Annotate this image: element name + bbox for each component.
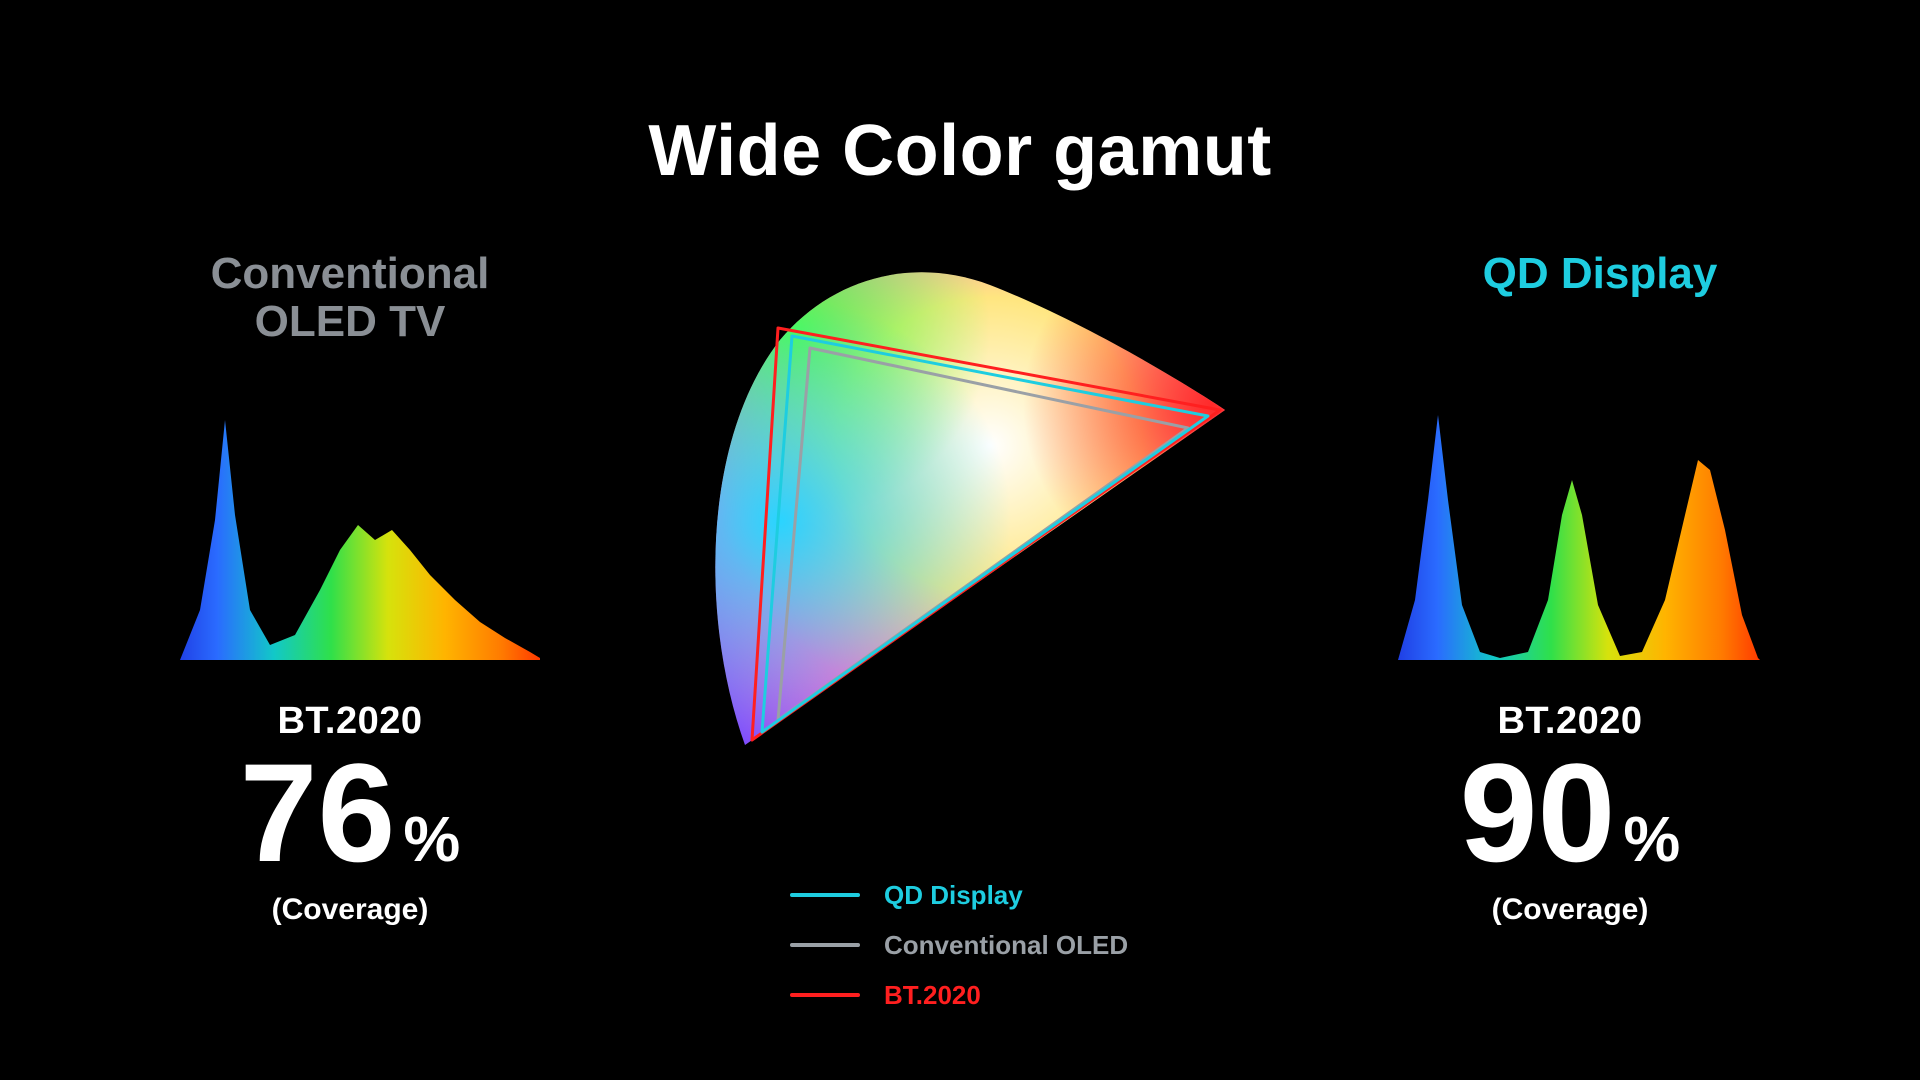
left-coverage-unit: % xyxy=(403,802,460,876)
legend-label: Conventional OLED xyxy=(884,930,1128,961)
right-spectrum-chart xyxy=(1380,400,1760,660)
left-tech-label-line2: OLED TV xyxy=(255,297,446,346)
right-coverage-stat: BT.2020 90% (Coverage) xyxy=(1360,700,1780,927)
left-coverage-value: 76 xyxy=(240,743,396,883)
left-tech-label: Conventional OLED TV xyxy=(140,250,560,347)
slide: Wide Color gamut Conventional OLED TV QD… xyxy=(0,0,1920,1080)
gamut-legend: QD Display Conventional OLED BT.2020 xyxy=(790,870,1128,1020)
left-coverage-stat: BT.2020 76% (Coverage) xyxy=(140,700,560,927)
legend-item-bt2020: BT.2020 xyxy=(790,970,1128,1020)
legend-label: QD Display xyxy=(884,880,1023,911)
legend-item-qd: QD Display xyxy=(790,870,1128,920)
left-tech-label-line1: Conventional xyxy=(211,249,490,298)
legend-swatch xyxy=(790,943,860,947)
cie-gamut-diagram xyxy=(660,260,1260,840)
slide-title: Wide Color gamut xyxy=(0,110,1920,192)
legend-item-conventional: Conventional OLED xyxy=(790,920,1128,970)
legend-swatch xyxy=(790,893,860,897)
left-coverage-caption: (Coverage) xyxy=(140,893,560,927)
right-coverage-value: 90 xyxy=(1460,743,1616,883)
right-tech-label: QD Display xyxy=(1390,250,1810,298)
right-coverage-caption: (Coverage) xyxy=(1360,893,1780,927)
legend-label: BT.2020 xyxy=(884,980,981,1011)
legend-swatch xyxy=(790,993,860,997)
right-coverage-unit: % xyxy=(1623,802,1680,876)
left-spectrum-chart xyxy=(160,400,540,660)
